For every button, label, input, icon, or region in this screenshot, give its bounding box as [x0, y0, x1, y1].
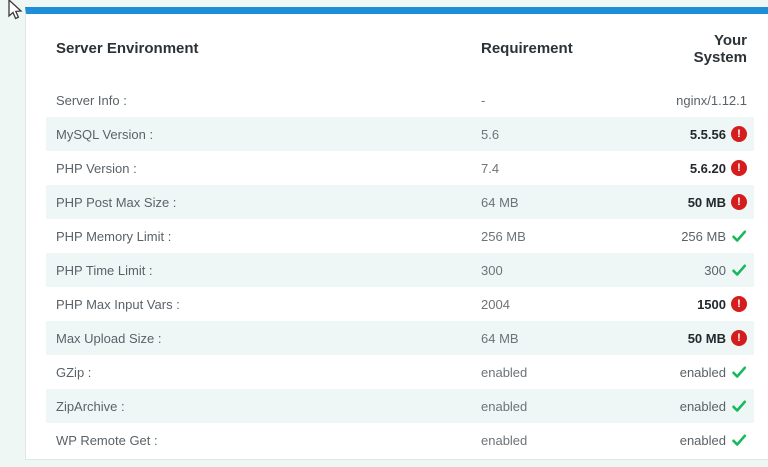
system-value-text: 1500 [697, 296, 726, 312]
error-circle-icon: ! [731, 126, 747, 142]
table-row: GZip : enabled enabled ! [46, 355, 754, 389]
row-system-value: 50 MB ! [666, 330, 754, 346]
system-value-text: 5.6.20 [689, 160, 726, 176]
table-row: PHP Memory Limit : 256 MB 256 MB ! [46, 219, 754, 253]
table-row: Max Upload Size : 64 MB 50 MB ! [46, 321, 754, 355]
row-label: PHP Version : [56, 160, 137, 176]
error-circle-icon: ! [731, 160, 747, 176]
row-system-value: enabled ! [666, 364, 754, 380]
system-value-text: 300 [704, 262, 726, 278]
system-value-text: 256 MB [681, 228, 726, 244]
requirements-table: Server Environment Requirement Your Syst… [46, 14, 754, 457]
row-label: Max Upload Size : [56, 330, 162, 346]
error-circle-icon: ! [731, 330, 747, 346]
row-requirement: 2004 [481, 296, 510, 312]
row-system-value: 1500 ! [666, 296, 754, 312]
system-value-text: 5.5.56 [689, 126, 726, 142]
row-requirement: 5.6 [481, 126, 500, 142]
row-requirement: enabled [481, 364, 528, 380]
row-system-value: 50 MB ! [666, 194, 754, 210]
system-value-text: enabled [679, 364, 726, 380]
server-environment-panel: Server Environment Requirement Your Syst… [25, 7, 768, 460]
row-label: Server Info : [56, 92, 127, 108]
row-requirement: 64 MB [481, 330, 519, 346]
row-requirement: 7.4 [481, 160, 500, 176]
row-system-value: enabled ! [666, 432, 754, 448]
table-header-row: Server Environment Requirement Your Syst… [46, 14, 754, 83]
system-value-text: 50 MB [687, 194, 726, 210]
table-row: PHP Post Max Size : 64 MB 50 MB ! [46, 185, 754, 219]
mouse-pointer-icon [8, 0, 23, 20]
row-system-value: 256 MB ! [666, 228, 754, 244]
table-row: PHP Max Input Vars : 2004 1500 ! [46, 287, 754, 321]
row-label: ZipArchive : [56, 398, 125, 414]
row-label: GZip : [56, 364, 92, 380]
error-circle-icon: ! [731, 194, 747, 210]
column-header-your-system: Your System [693, 31, 747, 66]
row-requirement: enabled [481, 398, 528, 414]
table-row: ZipArchive : enabled enabled ! [46, 389, 754, 423]
system-value-text: enabled [679, 432, 726, 448]
row-label: PHP Max Input Vars : [56, 296, 180, 312]
row-system-value: 300 ! [666, 262, 754, 278]
panel-title: Server Environment [56, 40, 199, 57]
row-requirement: enabled [481, 432, 528, 448]
column-header-requirement: Requirement [481, 40, 573, 57]
check-icon [731, 398, 747, 414]
row-requirement: - [481, 92, 486, 108]
table-row: WP Remote Get : enabled enabled ! [46, 423, 754, 457]
system-value-text: enabled [679, 398, 726, 414]
table-row: PHP Version : 7.4 5.6.20 ! [46, 151, 754, 185]
row-requirement: 256 MB [481, 228, 526, 244]
row-system-value: nginx/1.12.1 ! [666, 93, 754, 108]
row-label: PHP Post Max Size : [56, 194, 177, 210]
table-row: Server Info : - nginx/1.12.1 ! [46, 83, 754, 117]
row-label: WP Remote Get : [56, 432, 158, 448]
table-row: PHP Time Limit : 300 300 ! [46, 253, 754, 287]
error-circle-icon: ! [731, 296, 747, 312]
row-label: PHP Memory Limit : [56, 228, 172, 244]
row-system-value: 5.6.20 ! [666, 160, 754, 176]
check-icon [731, 364, 747, 380]
row-requirement: 300 [481, 262, 503, 278]
row-system-value: enabled ! [666, 398, 754, 414]
row-requirement: 64 MB [481, 194, 519, 210]
table-body: Server Info : - nginx/1.12.1 ! MySQL Ver… [46, 83, 754, 457]
system-value-text: nginx/1.12.1 [676, 92, 747, 108]
row-system-value: 5.5.56 ! [666, 126, 754, 142]
check-icon [731, 262, 747, 278]
table-row: MySQL Version : 5.6 5.5.56 ! [46, 117, 754, 151]
row-label: PHP Time Limit : [56, 262, 153, 278]
system-value-text: 50 MB [687, 330, 726, 346]
check-icon [731, 432, 747, 448]
check-icon [731, 228, 747, 244]
row-label: MySQL Version : [56, 126, 154, 142]
